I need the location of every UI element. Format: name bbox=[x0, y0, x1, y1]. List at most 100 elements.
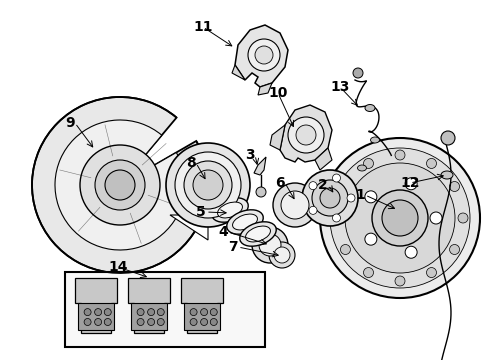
Circle shape bbox=[95, 160, 145, 210]
Circle shape bbox=[147, 309, 155, 316]
Circle shape bbox=[288, 117, 324, 153]
Circle shape bbox=[364, 267, 373, 278]
Polygon shape bbox=[181, 278, 223, 333]
Ellipse shape bbox=[240, 222, 276, 246]
Text: 2: 2 bbox=[318, 178, 328, 192]
Circle shape bbox=[365, 233, 377, 245]
Ellipse shape bbox=[212, 198, 248, 222]
Circle shape bbox=[312, 180, 348, 216]
Circle shape bbox=[95, 309, 101, 316]
Circle shape bbox=[274, 247, 290, 263]
Circle shape bbox=[210, 319, 217, 325]
Circle shape bbox=[449, 244, 460, 255]
Circle shape bbox=[84, 309, 91, 316]
Circle shape bbox=[332, 213, 342, 223]
Circle shape bbox=[256, 187, 266, 197]
Circle shape bbox=[259, 234, 281, 256]
Circle shape bbox=[84, 319, 91, 325]
Circle shape bbox=[333, 214, 341, 222]
Polygon shape bbox=[270, 125, 285, 150]
Circle shape bbox=[365, 191, 377, 203]
Circle shape bbox=[372, 190, 428, 246]
Ellipse shape bbox=[365, 104, 375, 112]
Circle shape bbox=[175, 152, 241, 218]
Circle shape bbox=[95, 319, 101, 325]
Text: 10: 10 bbox=[268, 86, 287, 100]
Text: 11: 11 bbox=[193, 20, 213, 34]
Circle shape bbox=[395, 276, 405, 286]
Circle shape bbox=[364, 158, 373, 168]
Circle shape bbox=[269, 242, 295, 268]
Circle shape bbox=[104, 319, 111, 325]
Circle shape bbox=[104, 309, 111, 316]
Circle shape bbox=[320, 138, 480, 298]
Circle shape bbox=[341, 181, 350, 192]
Polygon shape bbox=[280, 105, 332, 162]
Circle shape bbox=[426, 267, 437, 278]
Text: 4: 4 bbox=[218, 225, 228, 239]
Polygon shape bbox=[131, 303, 167, 330]
Ellipse shape bbox=[358, 165, 367, 171]
Text: 9: 9 bbox=[65, 116, 74, 130]
Text: 13: 13 bbox=[330, 80, 349, 94]
Ellipse shape bbox=[441, 171, 453, 179]
Circle shape bbox=[449, 181, 460, 192]
Circle shape bbox=[309, 182, 317, 190]
Circle shape bbox=[210, 309, 217, 316]
Text: 14: 14 bbox=[108, 260, 127, 274]
Circle shape bbox=[347, 194, 355, 202]
Circle shape bbox=[430, 212, 442, 224]
Text: 5: 5 bbox=[196, 205, 206, 219]
Text: 1: 1 bbox=[355, 188, 365, 202]
Circle shape bbox=[333, 174, 341, 182]
Circle shape bbox=[330, 148, 470, 288]
Polygon shape bbox=[78, 303, 114, 330]
Circle shape bbox=[252, 227, 288, 263]
Circle shape bbox=[309, 206, 317, 214]
Circle shape bbox=[296, 125, 316, 145]
Circle shape bbox=[405, 178, 417, 190]
Circle shape bbox=[382, 200, 418, 236]
Circle shape bbox=[345, 163, 455, 273]
Circle shape bbox=[137, 309, 144, 316]
Circle shape bbox=[193, 170, 223, 200]
Text: 8: 8 bbox=[186, 156, 196, 170]
Circle shape bbox=[137, 319, 144, 325]
Circle shape bbox=[200, 309, 208, 316]
Polygon shape bbox=[235, 25, 288, 87]
Polygon shape bbox=[258, 83, 272, 95]
Circle shape bbox=[353, 68, 363, 78]
Polygon shape bbox=[75, 278, 117, 333]
Circle shape bbox=[190, 309, 197, 316]
Circle shape bbox=[184, 161, 232, 209]
Bar bbox=[65, 272, 265, 347]
Circle shape bbox=[105, 170, 135, 200]
Circle shape bbox=[200, 319, 208, 325]
Polygon shape bbox=[254, 157, 266, 175]
Wedge shape bbox=[32, 97, 208, 273]
Circle shape bbox=[341, 244, 350, 255]
Polygon shape bbox=[315, 148, 332, 170]
Text: 6: 6 bbox=[275, 176, 285, 190]
Circle shape bbox=[255, 46, 273, 64]
Circle shape bbox=[190, 319, 197, 325]
Ellipse shape bbox=[370, 137, 379, 143]
Polygon shape bbox=[232, 65, 245, 80]
Circle shape bbox=[273, 183, 317, 227]
Wedge shape bbox=[55, 120, 185, 250]
Polygon shape bbox=[128, 278, 170, 333]
Circle shape bbox=[302, 170, 358, 226]
Polygon shape bbox=[184, 303, 220, 330]
Circle shape bbox=[80, 145, 160, 225]
Circle shape bbox=[166, 143, 250, 227]
Ellipse shape bbox=[227, 210, 263, 234]
Text: 3: 3 bbox=[245, 148, 255, 162]
Circle shape bbox=[405, 246, 417, 258]
Text: 7: 7 bbox=[228, 240, 238, 254]
Circle shape bbox=[441, 131, 455, 145]
Ellipse shape bbox=[218, 202, 243, 218]
Circle shape bbox=[157, 319, 164, 325]
Ellipse shape bbox=[233, 214, 257, 230]
Circle shape bbox=[281, 191, 309, 219]
Circle shape bbox=[248, 39, 280, 71]
